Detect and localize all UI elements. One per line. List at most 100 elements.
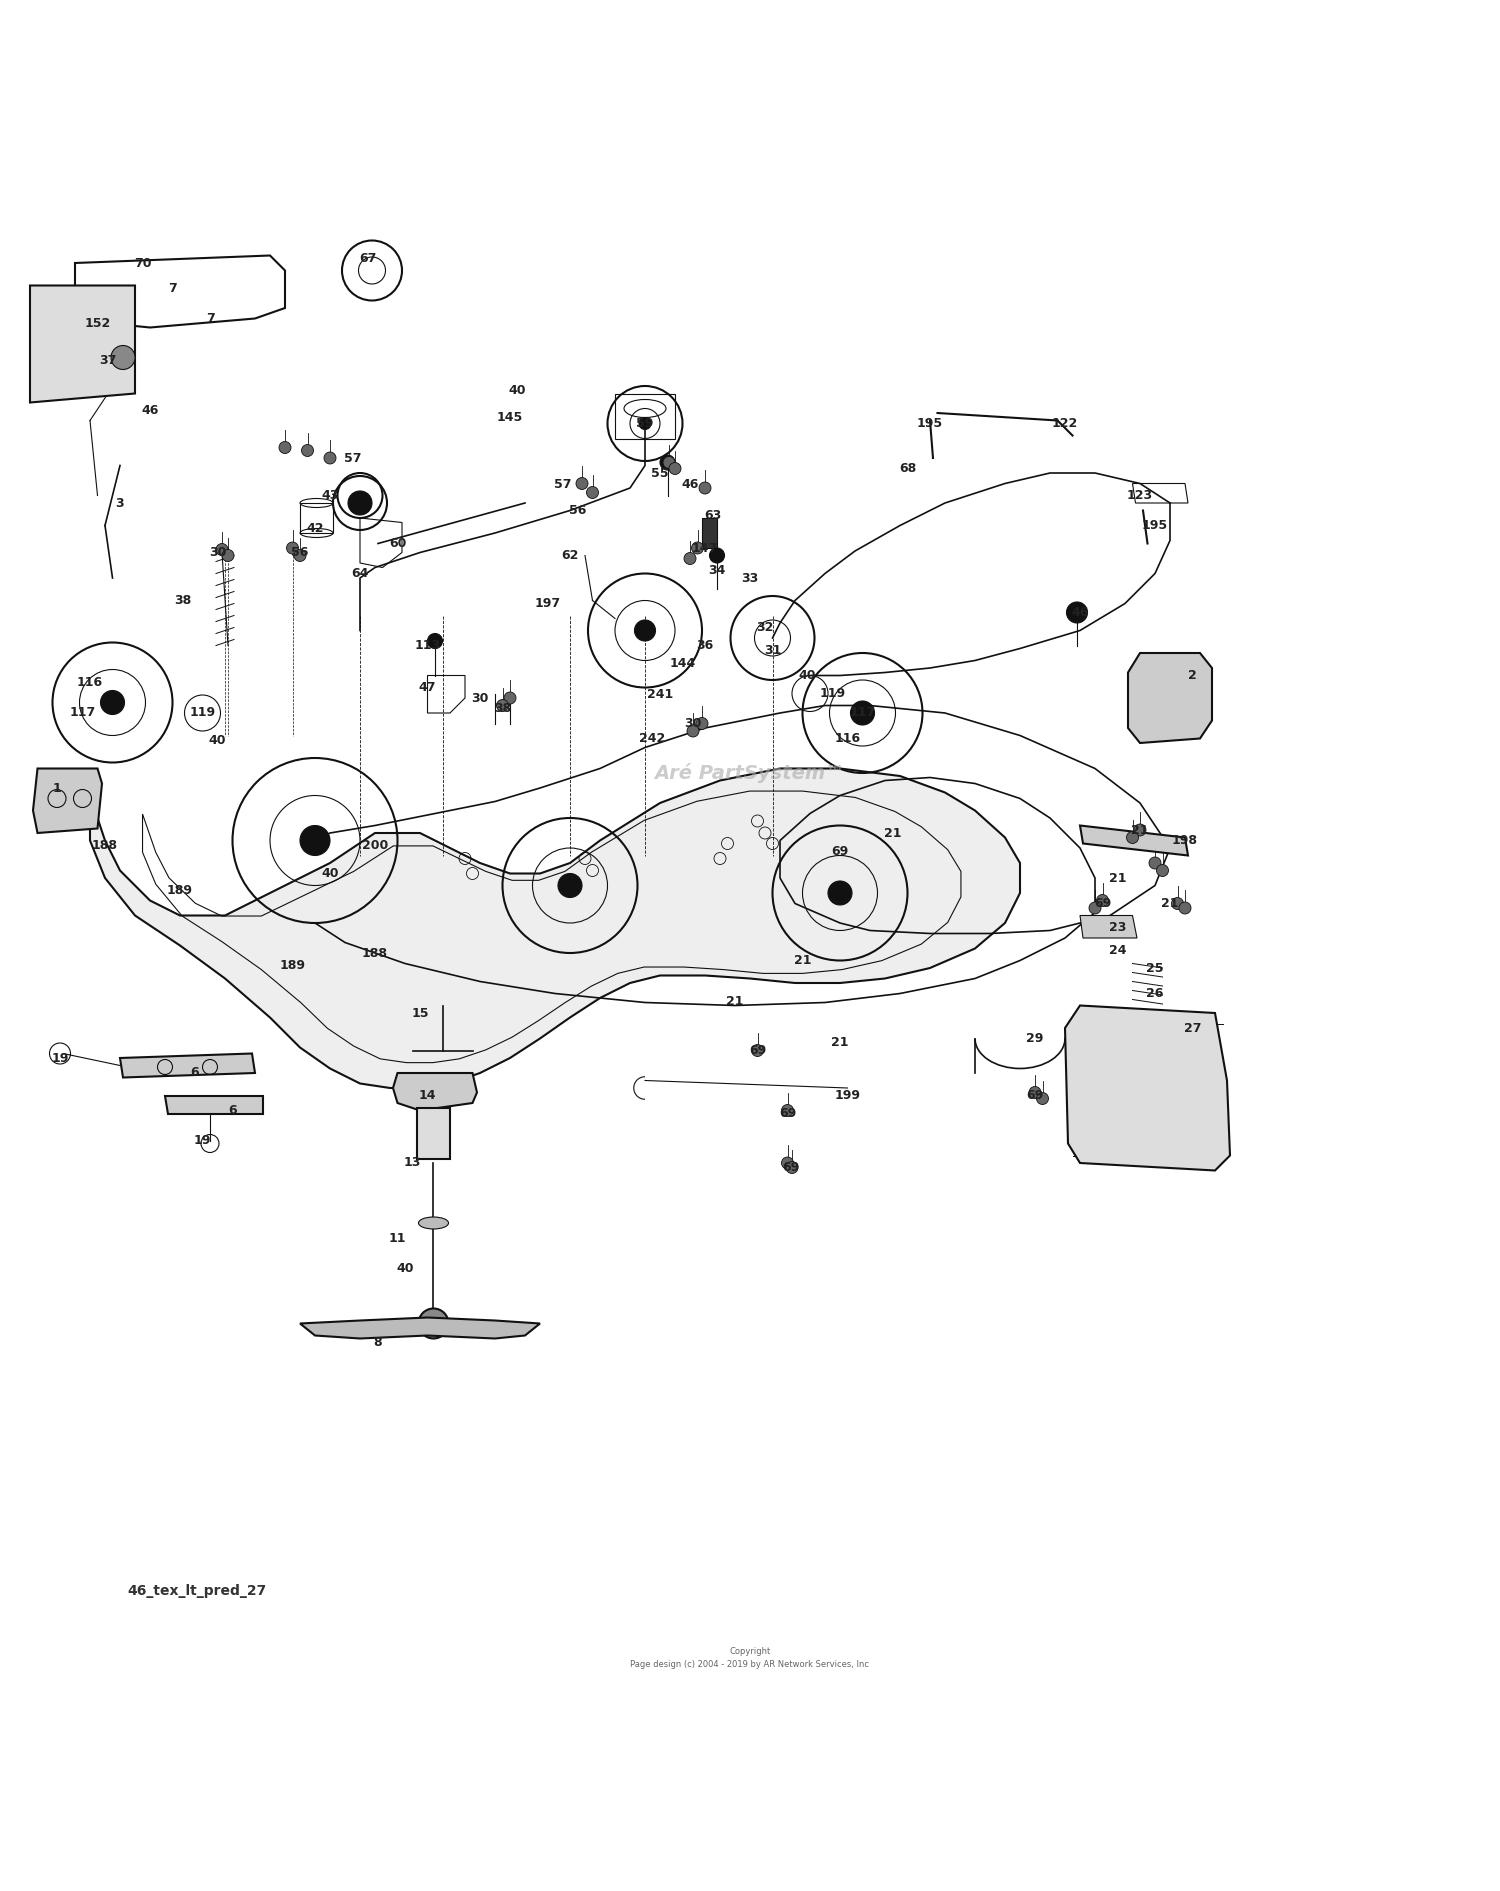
- Circle shape: [1089, 902, 1101, 913]
- Polygon shape: [300, 1318, 540, 1339]
- Text: 147: 147: [692, 541, 718, 554]
- Text: 68: 68: [898, 461, 916, 475]
- Circle shape: [786, 1161, 798, 1174]
- Text: 40: 40: [209, 734, 226, 747]
- Circle shape: [504, 692, 516, 703]
- Text: 3: 3: [116, 497, 124, 509]
- Bar: [615, 393, 675, 439]
- Circle shape: [1149, 857, 1161, 870]
- Circle shape: [427, 633, 442, 649]
- Text: 46: 46: [141, 403, 159, 416]
- Text: 43: 43: [321, 490, 339, 501]
- Circle shape: [684, 552, 696, 565]
- Text: 200: 200: [362, 838, 388, 851]
- Text: 189: 189: [279, 959, 306, 972]
- Text: 19: 19: [194, 1135, 211, 1148]
- Text: 29: 29: [1026, 1032, 1044, 1046]
- Text: 21: 21: [1131, 823, 1149, 836]
- Polygon shape: [33, 768, 102, 834]
- Text: 69: 69: [1094, 896, 1112, 910]
- Text: 46_tex_lt_pred_27: 46_tex_lt_pred_27: [128, 1583, 267, 1598]
- Circle shape: [1179, 902, 1191, 913]
- Polygon shape: [1080, 826, 1188, 855]
- Circle shape: [660, 456, 675, 471]
- Text: 69: 69: [778, 1106, 796, 1119]
- Circle shape: [639, 418, 651, 429]
- Text: 13: 13: [404, 1157, 422, 1169]
- Text: 33: 33: [741, 571, 759, 584]
- Text: 242: 242: [639, 732, 666, 745]
- Text: 57: 57: [554, 478, 572, 492]
- Text: Copyright
Page design (c) 2004 - 2019 by AR Network Services, Inc: Copyright Page design (c) 2004 - 2019 by…: [630, 1647, 870, 1668]
- Text: 63: 63: [704, 509, 722, 522]
- Text: 69: 69: [831, 845, 849, 857]
- Text: 69: 69: [748, 1044, 766, 1057]
- Text: 117: 117: [69, 707, 96, 719]
- Text: 188: 188: [92, 838, 118, 851]
- Circle shape: [419, 1309, 448, 1339]
- Circle shape: [669, 463, 681, 475]
- Circle shape: [222, 550, 234, 562]
- Text: 6: 6: [228, 1104, 237, 1118]
- Circle shape: [1126, 832, 1138, 843]
- Text: 30: 30: [209, 546, 226, 560]
- Text: 21: 21: [726, 995, 744, 1008]
- Text: 116: 116: [76, 677, 104, 690]
- Text: 34: 34: [708, 564, 726, 577]
- Text: Aré PartSystem™: Aré PartSystem™: [654, 762, 846, 783]
- Polygon shape: [165, 1095, 262, 1114]
- Text: 116: 116: [834, 732, 861, 745]
- Circle shape: [496, 700, 508, 711]
- Text: 21: 21: [884, 826, 902, 840]
- Circle shape: [302, 444, 313, 456]
- Text: 145: 145: [496, 410, 523, 424]
- Text: 7: 7: [206, 312, 214, 325]
- Text: 59: 59: [636, 418, 654, 429]
- Text: 55: 55: [651, 467, 669, 480]
- Text: 70: 70: [134, 257, 152, 270]
- Text: 37: 37: [99, 354, 117, 367]
- Text: 30: 30: [684, 717, 702, 730]
- Text: 47: 47: [419, 681, 436, 694]
- Circle shape: [111, 346, 135, 369]
- Text: 57: 57: [344, 452, 362, 465]
- Circle shape: [576, 478, 588, 490]
- Text: 199: 199: [834, 1089, 861, 1102]
- Polygon shape: [1128, 652, 1212, 743]
- Text: 23: 23: [1108, 921, 1126, 934]
- Circle shape: [1156, 864, 1168, 877]
- Polygon shape: [90, 768, 1020, 1087]
- Text: 123: 123: [1126, 490, 1154, 501]
- Text: 122: 122: [1052, 418, 1078, 429]
- Text: 26: 26: [1146, 987, 1164, 1000]
- Text: 69: 69: [1026, 1089, 1044, 1102]
- Text: 56: 56: [568, 505, 586, 516]
- Text: 19: 19: [51, 1051, 69, 1065]
- Text: 36: 36: [696, 639, 714, 652]
- Text: 46: 46: [1071, 605, 1089, 618]
- Text: 56: 56: [291, 546, 309, 560]
- Text: 195: 195: [1142, 518, 1168, 531]
- Circle shape: [699, 482, 711, 494]
- Circle shape: [1096, 894, 1108, 906]
- Text: 24: 24: [1108, 944, 1126, 957]
- Circle shape: [294, 550, 306, 562]
- Text: 30: 30: [471, 692, 489, 705]
- Polygon shape: [1080, 915, 1137, 938]
- Text: 21: 21: [1108, 872, 1126, 885]
- Bar: [300, 503, 333, 533]
- Ellipse shape: [419, 1218, 448, 1229]
- Circle shape: [1036, 1093, 1048, 1104]
- Text: 21: 21: [1161, 896, 1179, 910]
- Circle shape: [558, 874, 582, 898]
- Text: 40: 40: [396, 1261, 414, 1275]
- Circle shape: [286, 543, 298, 554]
- Text: 198: 198: [1172, 834, 1198, 847]
- Text: 27: 27: [1184, 1021, 1202, 1034]
- Text: 6: 6: [190, 1067, 200, 1080]
- Polygon shape: [393, 1072, 477, 1110]
- Text: 21: 21: [794, 953, 812, 966]
- Bar: [417, 1108, 450, 1159]
- Text: 8: 8: [374, 1337, 382, 1350]
- Text: 64: 64: [351, 567, 369, 581]
